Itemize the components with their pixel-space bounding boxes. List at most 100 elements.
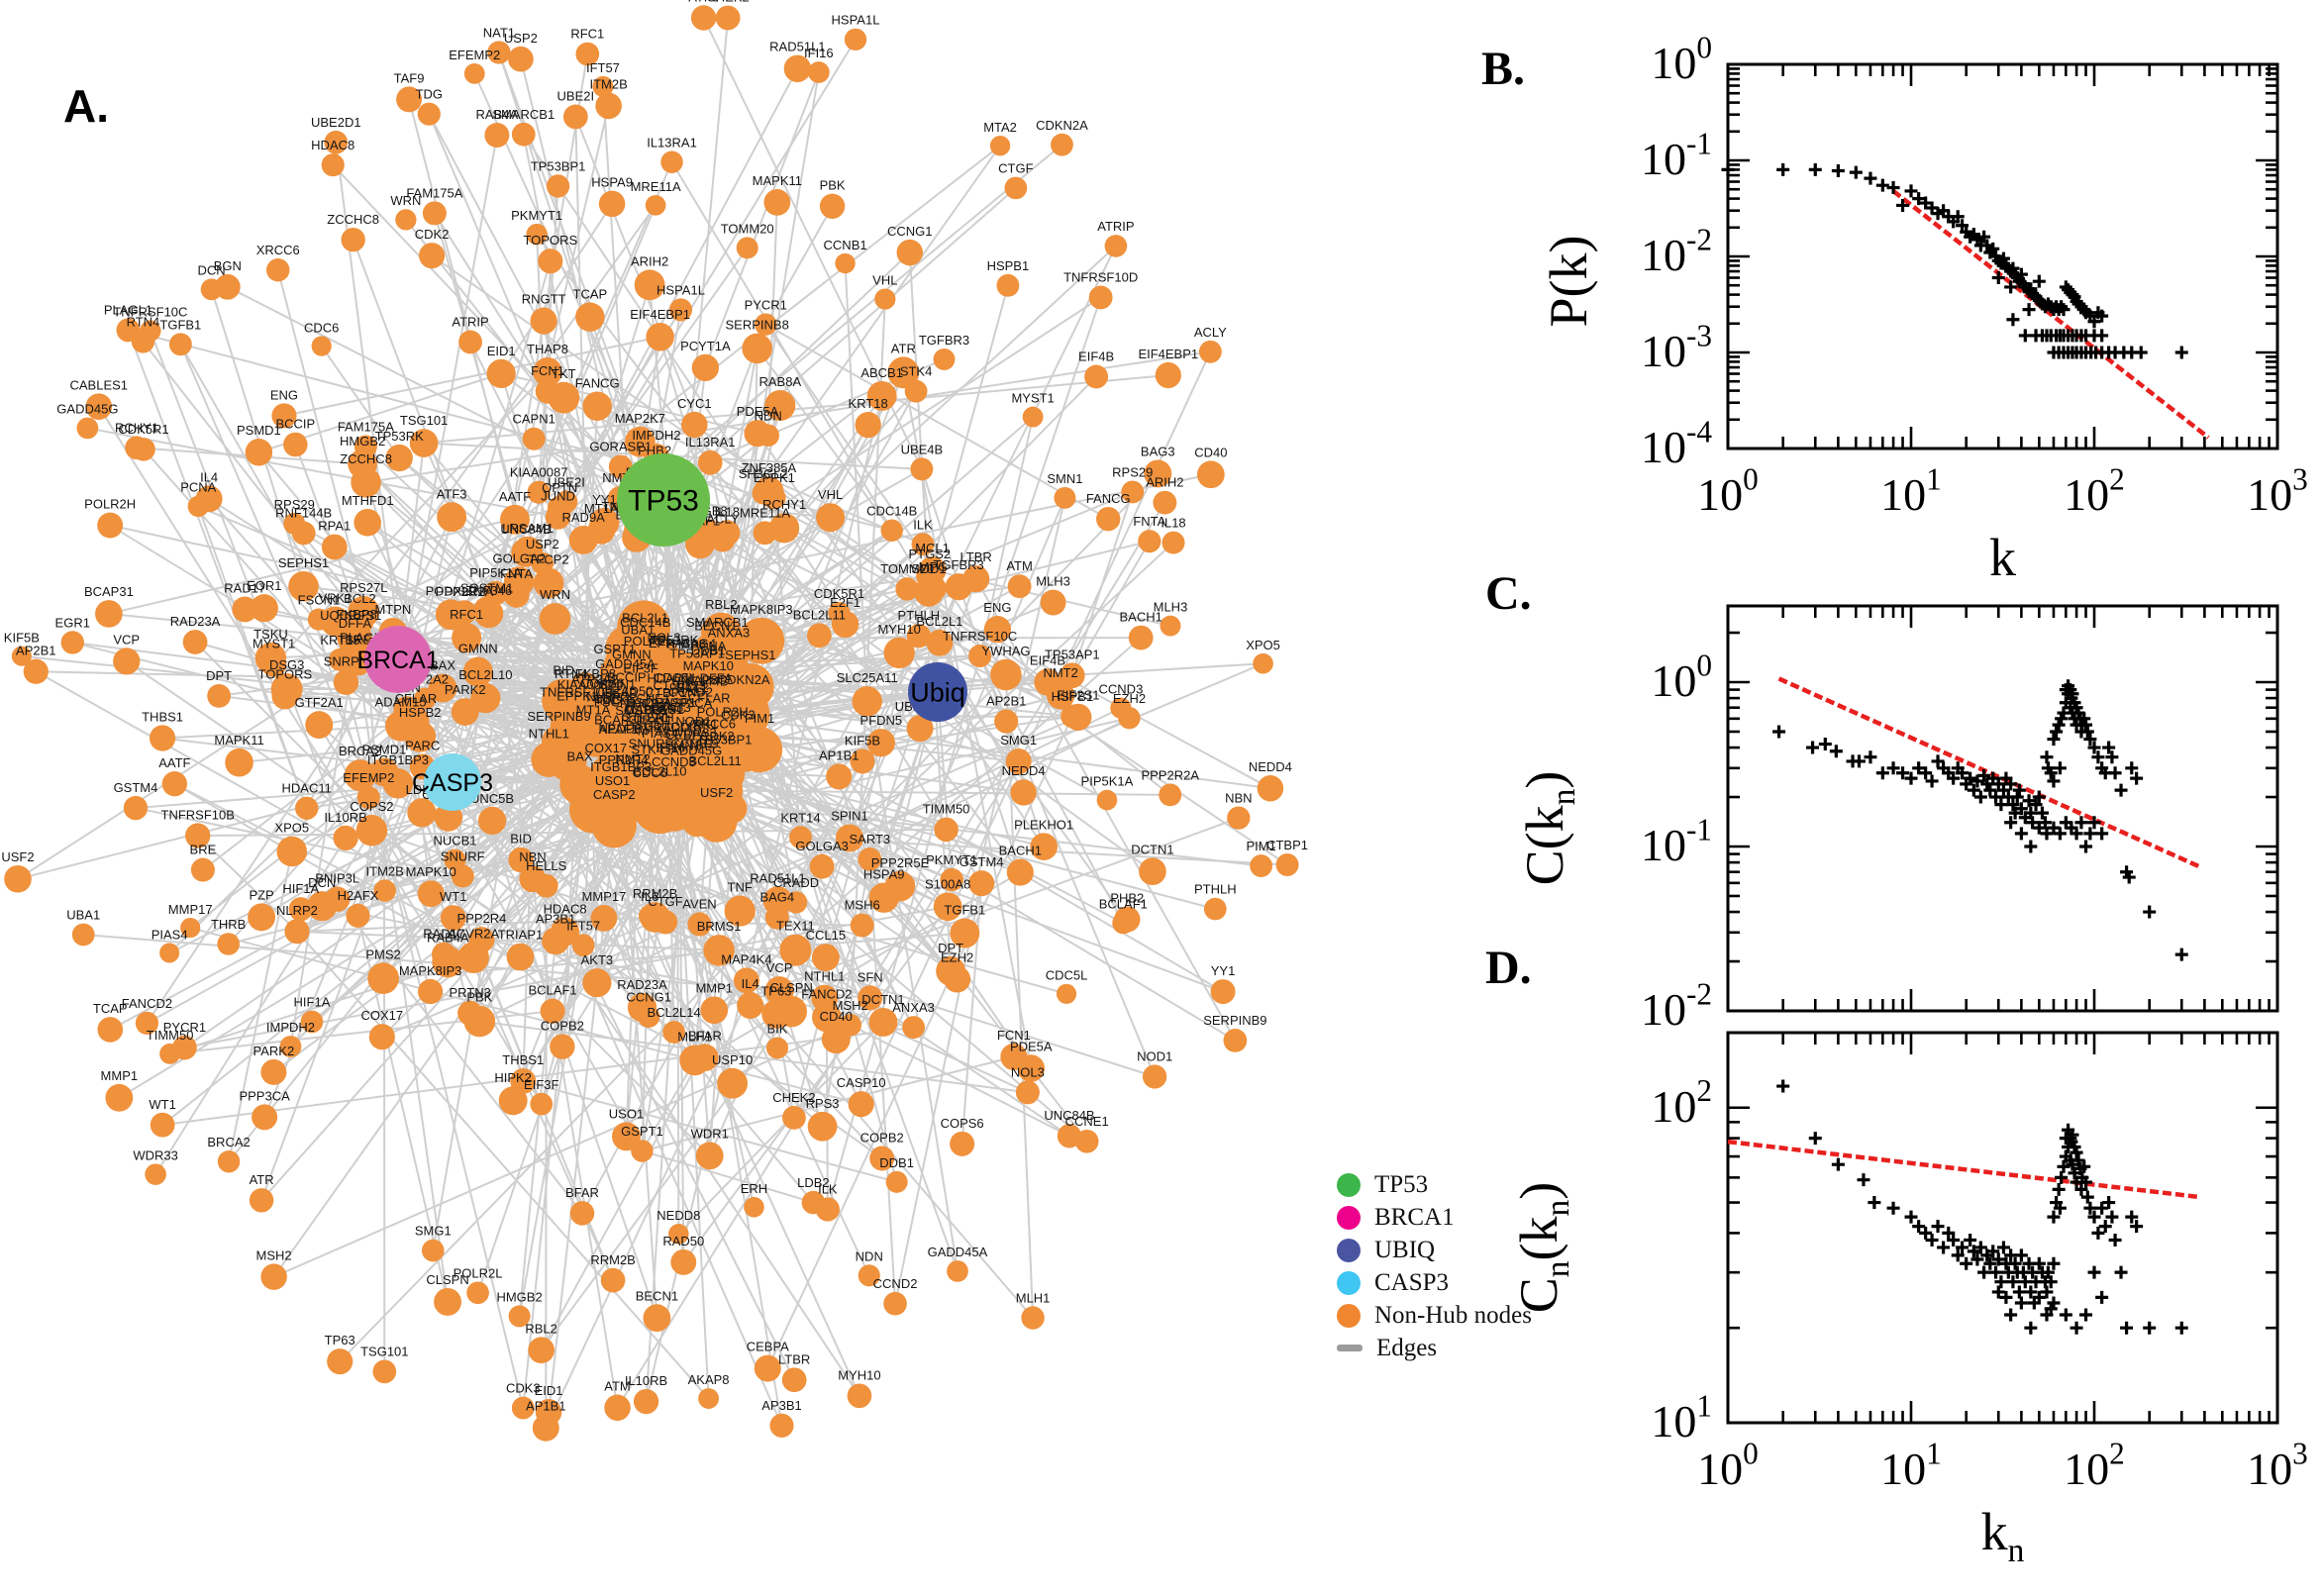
data-point bbox=[2143, 1321, 2157, 1335]
network-node bbox=[883, 637, 915, 669]
network-edge bbox=[162, 725, 401, 740]
data-point bbox=[2095, 1290, 2109, 1304]
network-edge bbox=[794, 948, 1070, 1138]
network-edge bbox=[296, 931, 710, 1400]
network-edge bbox=[161, 738, 651, 1126]
network-node bbox=[250, 594, 278, 623]
network-edge bbox=[1070, 491, 1134, 676]
network-node bbox=[409, 429, 439, 457]
axis-tick-label: 10-2 bbox=[1641, 222, 1712, 280]
network-edge bbox=[978, 416, 1035, 656]
data-point bbox=[2047, 1210, 2061, 1224]
data-point bbox=[1818, 738, 1832, 751]
data-point bbox=[1852, 754, 1866, 768]
network-node bbox=[435, 599, 466, 631]
data-point bbox=[1912, 1220, 1926, 1234]
data-point bbox=[2079, 1308, 2093, 1322]
network-edge bbox=[649, 691, 939, 917]
data-point bbox=[2095, 329, 2109, 343]
chart-panel-b: 100 101 102 103 100 10-1 10-2 10-3 10-4 k P(k) bbox=[1539, 30, 2308, 587]
network-node bbox=[500, 504, 530, 535]
scatter-points bbox=[1721, 162, 2188, 359]
data-point bbox=[2047, 774, 2061, 788]
fit-line bbox=[1891, 189, 2210, 440]
network-node bbox=[821, 1025, 851, 1054]
data-point bbox=[1931, 1220, 1945, 1234]
network-node bbox=[716, 793, 748, 824]
network-edge bbox=[581, 569, 934, 1214]
network-node bbox=[738, 617, 785, 664]
data-point bbox=[2057, 1159, 2070, 1173]
data-point bbox=[2032, 274, 2046, 288]
network-node bbox=[457, 1000, 483, 1026]
data-point bbox=[1937, 1241, 1951, 1254]
data-point bbox=[1857, 1173, 1870, 1187]
axis-title: k bbox=[1989, 528, 2016, 587]
legend-item-edges: Edges bbox=[1337, 1332, 1532, 1364]
network-edge bbox=[641, 71, 820, 1151]
network-node bbox=[691, 666, 745, 721]
network-node bbox=[691, 353, 720, 382]
network-node bbox=[816, 503, 846, 533]
data-point bbox=[2083, 827, 2097, 841]
network-node bbox=[591, 803, 637, 848]
network-edge bbox=[320, 345, 401, 459]
data-point bbox=[2098, 1220, 2112, 1234]
network-edge bbox=[868, 858, 897, 1304]
network-node bbox=[724, 895, 756, 927]
panel-label-a: A. bbox=[63, 80, 109, 132]
data-point bbox=[2134, 346, 2148, 359]
data-point bbox=[2114, 1265, 2128, 1279]
network-node bbox=[432, 946, 464, 978]
network-edge bbox=[960, 883, 983, 1145]
data-point bbox=[1991, 271, 2005, 285]
data-point bbox=[2052, 718, 2066, 732]
network-node bbox=[1040, 589, 1066, 616]
network-node bbox=[703, 935, 735, 966]
legend-label: UBIQ bbox=[1374, 1236, 1436, 1263]
network-node bbox=[571, 934, 595, 957]
network-node bbox=[575, 302, 605, 332]
network-node bbox=[744, 420, 771, 448]
network-node bbox=[638, 1005, 660, 1028]
network-edge bbox=[289, 638, 358, 1047]
network-node bbox=[639, 904, 661, 928]
data-point bbox=[1977, 1265, 1991, 1279]
network-node bbox=[1007, 574, 1032, 599]
data-point bbox=[2014, 1296, 2028, 1310]
legend-label: TP53 bbox=[1374, 1170, 1429, 1198]
network-node bbox=[733, 967, 759, 994]
network-edge bbox=[826, 655, 981, 1210]
panel-label-c: C. bbox=[1485, 567, 1532, 620]
axis-title: P(k) bbox=[1539, 236, 1598, 328]
network-node bbox=[498, 1086, 528, 1116]
casp3-dot-icon bbox=[1337, 1270, 1361, 1295]
data-point bbox=[2174, 948, 2188, 961]
network-edge bbox=[536, 233, 1022, 873]
data-point bbox=[2114, 783, 2128, 797]
network-node bbox=[782, 1106, 806, 1130]
axis-tick-label: 100 bbox=[1697, 1436, 1759, 1494]
data-point bbox=[1886, 1201, 1900, 1215]
network-edge bbox=[370, 39, 857, 832]
data-point bbox=[2108, 766, 2122, 780]
network-edge bbox=[656, 454, 1271, 790]
network-node bbox=[855, 412, 881, 439]
network-node bbox=[254, 643, 287, 674]
network-node bbox=[714, 520, 741, 547]
network-node bbox=[737, 991, 764, 1020]
network-edge bbox=[479, 1020, 1028, 1094]
network-edge bbox=[766, 716, 1073, 1369]
network-node bbox=[950, 918, 980, 948]
network-edge bbox=[424, 373, 1168, 445]
network-nodes bbox=[4, 5, 1299, 1442]
network-node bbox=[452, 623, 482, 653]
network-edge bbox=[565, 67, 799, 503]
network-edge bbox=[356, 204, 657, 917]
network-node bbox=[634, 269, 665, 301]
network-edge bbox=[272, 784, 625, 1278]
data-point bbox=[2091, 1226, 2105, 1240]
network-node bbox=[768, 513, 800, 544]
network-node bbox=[848, 1091, 874, 1118]
network-node bbox=[646, 323, 674, 351]
